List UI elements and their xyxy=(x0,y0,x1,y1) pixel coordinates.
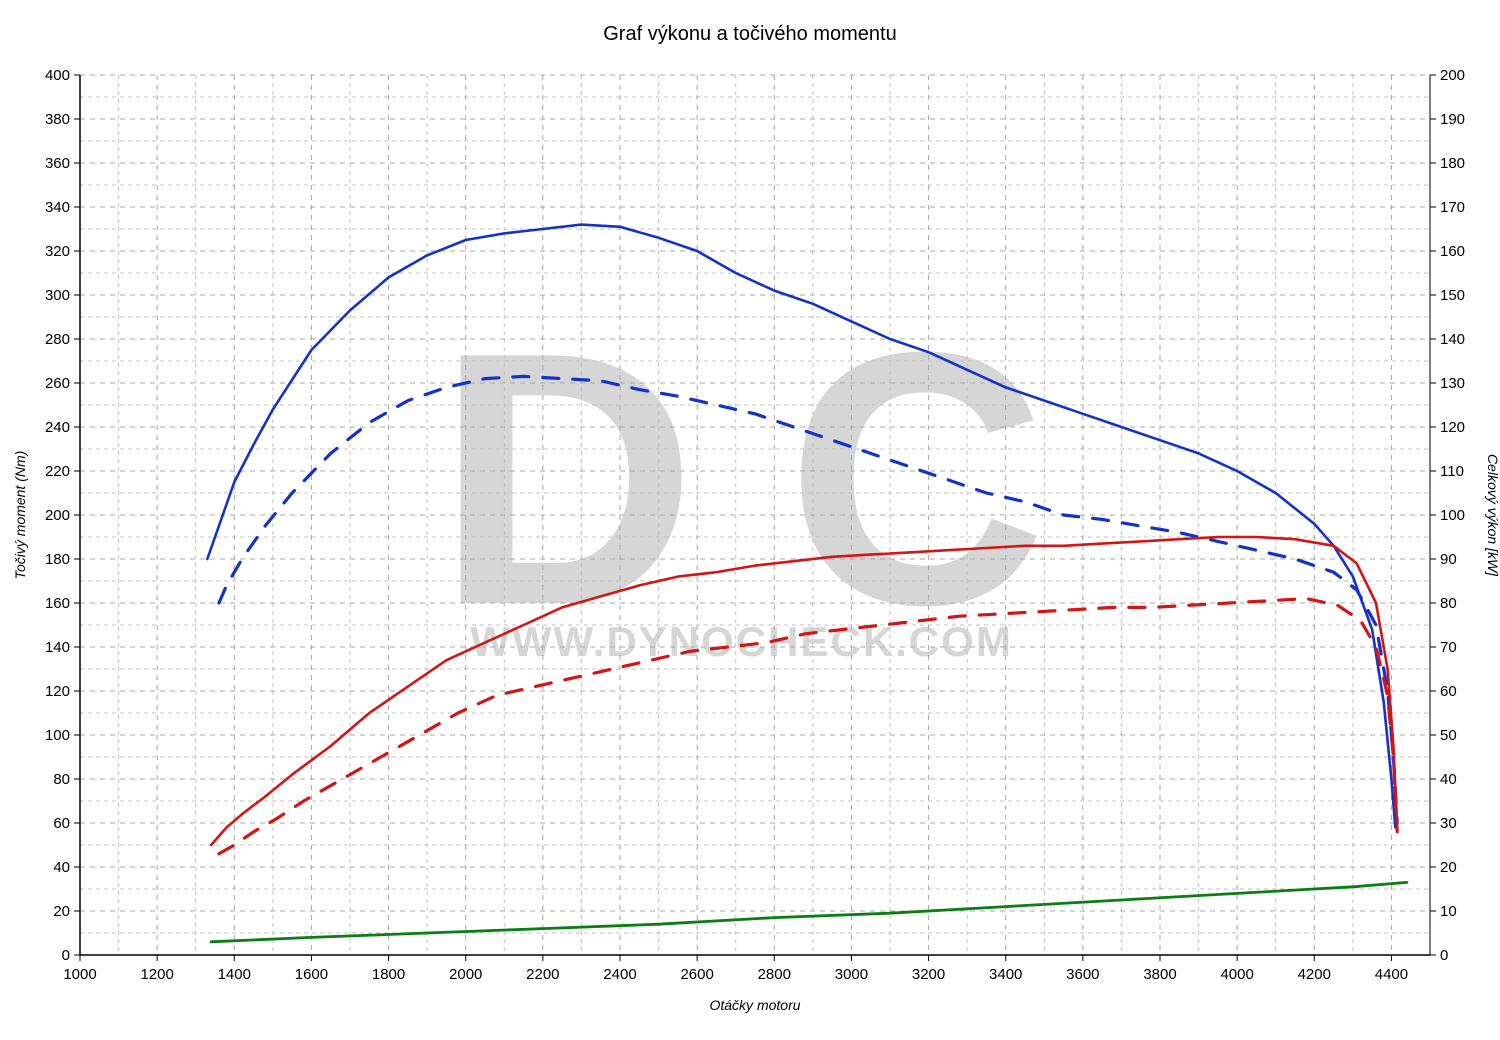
yl-tick-label: 200 xyxy=(45,507,70,524)
yr-tick-label: 190 xyxy=(1440,111,1465,128)
yl-tick-label: 240 xyxy=(45,419,70,436)
yr-tick-label: 0 xyxy=(1440,947,1448,964)
yl-tick-label: 380 xyxy=(45,111,70,128)
yr-tick-label: 110 xyxy=(1440,463,1464,480)
x-tick-label: 1600 xyxy=(295,966,328,983)
yr-tick-label: 30 xyxy=(1440,815,1457,832)
yl-tick-label: 220 xyxy=(45,463,70,480)
yr-tick-label: 70 xyxy=(1440,639,1457,656)
yr-tick-label: 100 xyxy=(1440,507,1465,524)
y-left-axis-label: Točivý moment (Nm) xyxy=(12,451,28,580)
yl-tick-label: 0 xyxy=(62,947,70,964)
yr-tick-label: 160 xyxy=(1440,243,1465,260)
yl-tick-label: 280 xyxy=(45,331,70,348)
yr-tick-label: 60 xyxy=(1440,683,1457,700)
yr-tick-label: 130 xyxy=(1440,375,1465,392)
yl-tick-label: 120 xyxy=(45,683,70,700)
x-tick-label: 1200 xyxy=(140,966,173,983)
x-tick-label: 4400 xyxy=(1375,966,1408,983)
yr-tick-label: 40 xyxy=(1440,771,1457,788)
yl-tick-label: 40 xyxy=(53,859,70,876)
yl-tick-label: 80 xyxy=(53,771,70,788)
yr-tick-label: 20 xyxy=(1440,859,1457,876)
dyno-chart: DCWWW.DYNOCHECK.COM100012001400160018002… xyxy=(0,0,1500,1040)
x-tick-label: 1800 xyxy=(372,966,405,983)
yr-tick-label: 200 xyxy=(1440,67,1465,84)
x-tick-label: 2400 xyxy=(603,966,636,983)
yl-tick-label: 20 xyxy=(53,903,70,920)
chart-title: Graf výkonu a točivého momentu xyxy=(603,23,896,45)
y-right-axis-label: Celkový výkon [kW] xyxy=(1485,454,1500,577)
yl-tick-label: 140 xyxy=(45,639,70,656)
x-tick-label: 2600 xyxy=(680,966,713,983)
yr-tick-label: 80 xyxy=(1440,595,1457,612)
yl-tick-label: 60 xyxy=(53,815,70,832)
x-tick-label: 2800 xyxy=(758,966,791,983)
yl-tick-label: 160 xyxy=(45,595,70,612)
x-tick-label: 4200 xyxy=(1298,966,1331,983)
yl-tick-label: 180 xyxy=(45,551,70,568)
x-tick-label: 3000 xyxy=(835,966,868,983)
x-tick-label: 2200 xyxy=(526,966,559,983)
yl-tick-label: 100 xyxy=(45,727,70,744)
x-tick-label: 3400 xyxy=(989,966,1022,983)
x-tick-label: 3200 xyxy=(912,966,945,983)
yr-tick-label: 120 xyxy=(1440,419,1465,436)
yl-tick-label: 340 xyxy=(45,199,70,216)
yl-tick-label: 400 xyxy=(45,67,70,84)
x-tick-label: 2000 xyxy=(449,966,482,983)
x-tick-label: 3600 xyxy=(1066,966,1099,983)
x-tick-label: 4000 xyxy=(1220,966,1253,983)
x-axis-label: Otáčky motoru xyxy=(709,997,800,1013)
yl-tick-label: 360 xyxy=(45,155,70,172)
x-tick-label: 3800 xyxy=(1143,966,1176,983)
yr-tick-label: 10 xyxy=(1440,903,1457,920)
yr-tick-label: 140 xyxy=(1440,331,1465,348)
yr-tick-label: 170 xyxy=(1440,199,1465,216)
yr-tick-label: 50 xyxy=(1440,727,1457,744)
yr-tick-label: 150 xyxy=(1440,287,1465,304)
yl-tick-label: 260 xyxy=(45,375,70,392)
yl-tick-label: 300 xyxy=(45,287,70,304)
x-tick-label: 1400 xyxy=(218,966,251,983)
x-tick-label: 1000 xyxy=(63,966,96,983)
yl-tick-label: 320 xyxy=(45,243,70,260)
yr-tick-label: 180 xyxy=(1440,155,1465,172)
yr-tick-label: 90 xyxy=(1440,551,1457,568)
